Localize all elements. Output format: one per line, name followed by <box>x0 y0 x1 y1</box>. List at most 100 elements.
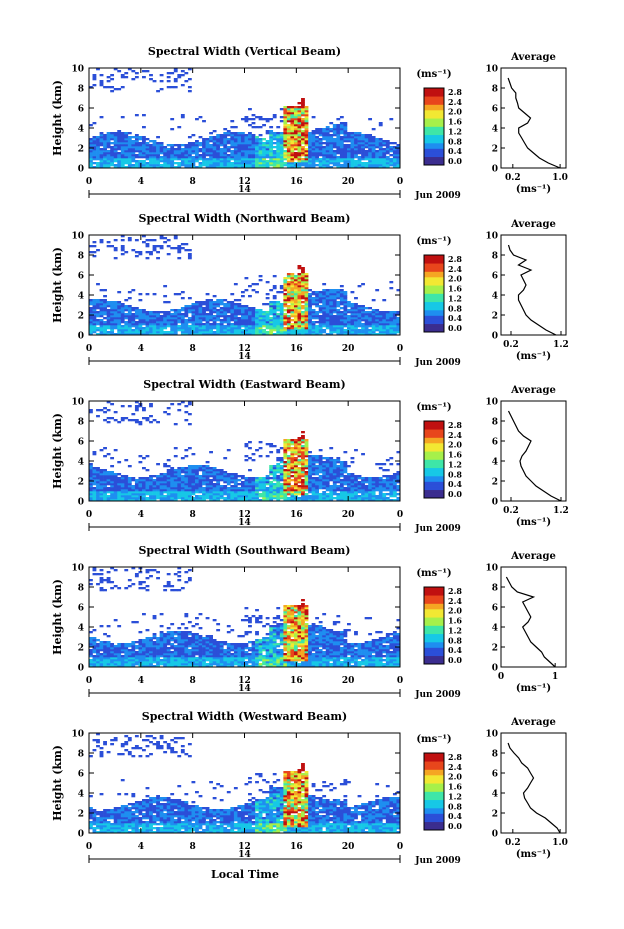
heatmap-cell <box>283 142 288 145</box>
heatmap-cell <box>166 311 171 314</box>
heatmap-cell <box>226 499 231 502</box>
heatmap-cell <box>103 477 107 480</box>
heatmap-cell <box>382 162 387 165</box>
heatmap-cell <box>322 138 327 141</box>
heatmap-cell <box>149 485 153 488</box>
heatmap-cell <box>127 136 132 139</box>
heatmap-cell <box>184 497 189 500</box>
heatmap-cell <box>361 485 365 488</box>
heatmap-cell <box>315 164 320 167</box>
heatmap-cell <box>248 140 252 143</box>
heatmap-cell <box>173 477 178 480</box>
heatmap-cell <box>110 475 115 478</box>
heatmap-cell <box>301 431 305 434</box>
heatmap-cell <box>240 499 245 502</box>
heatmap-cell <box>378 142 383 145</box>
heatmap-cell <box>187 146 192 149</box>
heatmap-cell <box>258 156 263 159</box>
heatmap-cell <box>375 158 380 161</box>
heatmap-cell <box>293 467 298 470</box>
heatmap-cell <box>187 307 192 310</box>
heatmap-cell <box>205 489 210 492</box>
heatmap-cell <box>237 303 242 306</box>
heatmap-cell <box>371 497 376 500</box>
heatmap-cell <box>159 483 164 486</box>
heatmap-cell <box>187 164 192 167</box>
heatmap-cell <box>117 154 122 157</box>
y-axis-label: Height (km) <box>51 413 64 489</box>
colorbar-segment <box>424 129 444 133</box>
heatmap-cell <box>329 495 334 498</box>
heatmap-cell <box>127 152 132 155</box>
heatmap-cell <box>131 325 136 328</box>
heatmap-cell <box>244 313 249 316</box>
heatmap-cell <box>212 162 217 165</box>
heatmap-cell <box>290 134 295 137</box>
heatmap-cell <box>226 493 231 496</box>
heatmap-cell <box>329 471 334 474</box>
heatmap-cell <box>293 134 298 137</box>
heatmap-cell <box>216 315 221 318</box>
heatmap-cell <box>279 477 284 480</box>
heatmap-cell <box>124 299 129 302</box>
heatmap-cell <box>378 144 383 147</box>
heatmap-cell <box>138 253 143 256</box>
heatmap-cell <box>350 497 355 500</box>
heatmap-cell <box>283 441 288 444</box>
heatmap-cell <box>142 313 146 316</box>
heatmap-cell <box>99 309 104 312</box>
heatmap-cell <box>195 166 199 169</box>
heatmap-cell <box>142 321 146 324</box>
heatmap-cell <box>195 473 199 476</box>
heatmap-cell <box>297 146 302 149</box>
heatmap-cell <box>339 317 344 320</box>
heatmap-cell <box>350 140 355 143</box>
heatmap-cell <box>216 311 221 314</box>
colorbar-segment <box>424 473 444 477</box>
heatmap-cell <box>262 319 266 322</box>
heatmap-cell <box>361 150 365 153</box>
heatmap-cell <box>255 158 259 161</box>
heatmap-cell <box>293 451 298 454</box>
heatmap-cell <box>195 311 199 314</box>
heatmap-cell <box>286 471 291 474</box>
heatmap-cell <box>226 325 231 328</box>
heatmap-cell <box>318 160 323 163</box>
heatmap-cell <box>226 475 231 478</box>
heatmap-cell <box>251 152 256 155</box>
heatmap-cell <box>180 114 185 117</box>
heatmap-cell <box>110 493 115 496</box>
heatmap-cell <box>131 158 136 161</box>
heatmap-cell <box>131 140 136 143</box>
heatmap-cell <box>332 321 337 324</box>
heatmap-cell <box>219 156 224 159</box>
heatmap-cell <box>99 469 104 472</box>
heatmap-cell <box>354 305 358 308</box>
heatmap-cell <box>237 307 242 310</box>
heatmap-cell <box>180 477 185 480</box>
heatmap-cell <box>276 150 281 153</box>
heatmap-cell <box>138 321 143 324</box>
heatmap-cell <box>110 78 115 81</box>
heatmap-cell <box>350 144 355 147</box>
heatmap-cell <box>276 138 281 141</box>
heatmap-cell <box>191 150 196 153</box>
heatmap-cell <box>262 487 266 490</box>
heatmap-cell <box>187 491 192 494</box>
heatmap-cell <box>156 148 160 151</box>
heatmap-cell <box>233 313 238 316</box>
heatmap-cell <box>195 481 199 484</box>
heatmap-cell <box>149 331 153 334</box>
heatmap-cell <box>258 329 263 332</box>
heatmap-cell <box>315 321 320 324</box>
heatmap-cell <box>230 152 235 155</box>
heatmap-cell <box>297 116 302 119</box>
heatmap-cell <box>145 487 150 490</box>
heatmap-cell <box>89 158 93 161</box>
heatmap-cell <box>89 307 93 310</box>
panel-title: Spectral Width (Eastward Beam) <box>143 378 345 391</box>
heatmap-cell <box>297 114 302 117</box>
heatmap-cell <box>272 497 277 500</box>
heatmap-cell <box>361 491 365 494</box>
heatmap-cell <box>127 497 132 500</box>
